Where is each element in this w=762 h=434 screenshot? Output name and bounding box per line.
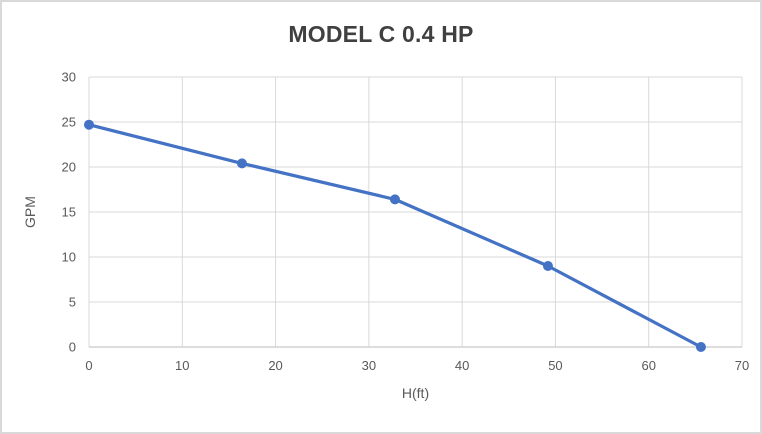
chart-title: MODEL C 0.4 HP (288, 21, 474, 47)
data-point (542, 261, 553, 271)
x-tick-label: 70 (735, 358, 749, 373)
y-tick-label: 0 (69, 340, 76, 355)
data-point (84, 119, 94, 130)
x-axis-title: H(ft) (401, 385, 430, 401)
y-tick-label: 15 (62, 205, 76, 220)
x-tick-label: 30 (362, 358, 376, 373)
x-tick-label: 50 (548, 358, 562, 373)
data-point (236, 158, 247, 169)
y-tick-label: 30 (62, 70, 76, 85)
y-tick-label: 5 (69, 295, 76, 310)
y-tick-label: 10 (62, 250, 76, 265)
x-tick-label: 0 (85, 358, 92, 373)
y-tick-label: 20 (62, 160, 76, 175)
data-point (389, 194, 400, 205)
x-tick-label: 60 (641, 358, 655, 373)
data-point (695, 342, 706, 352)
x-tick-label: 40 (455, 358, 469, 373)
y-tick-label: 25 (62, 115, 76, 130)
x-tick-label: 20 (268, 358, 282, 373)
series-line (87, 123, 703, 349)
x-tick-label: 10 (175, 358, 189, 373)
y-axis-title: GPM (22, 196, 38, 228)
